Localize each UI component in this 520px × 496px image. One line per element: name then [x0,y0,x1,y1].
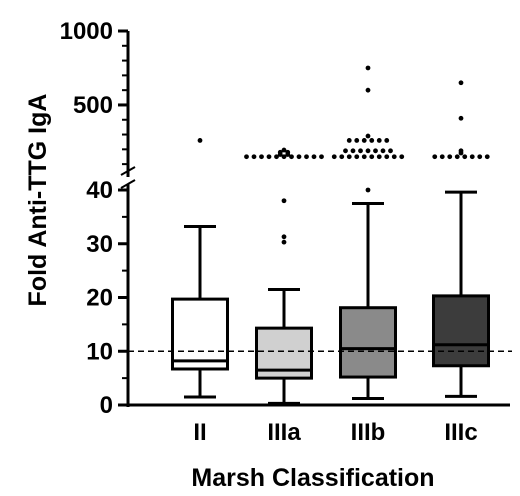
outlier-point [319,154,324,160]
outlier-point [311,154,317,160]
outlier-point [350,148,356,154]
outlier-point [365,187,371,193]
outlier-point [365,148,371,154]
box-iiia [255,287,313,405]
outliers-layer [197,65,490,245]
outlier-point [384,154,390,160]
outlier-point [346,138,352,143]
iqr-box [432,294,490,368]
y-tick-label: 40 [86,177,113,204]
box-ii [171,225,229,399]
outlier-point [365,133,371,139]
outlier-point [369,138,375,143]
outlier-point [384,138,390,143]
outlier-point [281,239,287,245]
outlier-point [391,154,397,160]
outlier-point [289,154,294,160]
outlier-point [304,154,309,160]
outlier-point [432,154,438,160]
box-iiic [432,190,490,398]
outlier-point [399,154,405,160]
outlier-point [458,80,464,86]
outlier-point [339,154,345,160]
outlier-point [365,65,371,71]
outlier-point [281,198,287,204]
outlier-point [266,154,272,160]
outlier-point [197,138,203,143]
y-tick-label: 20 [86,285,113,312]
axes-layer [118,29,510,407]
iqr-box [171,297,229,371]
outlier-point [484,154,490,160]
outlier-point [343,148,348,154]
boxes-layer [171,190,490,405]
outlier-point [462,154,468,160]
outlier-point [277,149,283,155]
outlier-point [388,148,393,154]
outlier-point [376,138,382,143]
y-tick-label: 10 [86,338,113,365]
outlier-point [281,154,287,160]
outlier-point [281,147,287,153]
outlier-point [469,154,475,160]
x-tick-label-iiib: IIIb [351,419,386,446]
iqr-box [339,306,397,379]
outlier-point [447,154,453,160]
outlier-point [354,138,360,143]
y-tick-label: 30 [86,231,113,258]
outlier-point [365,87,371,93]
y-axis-title: Fold Anti-TTG IgA [24,94,52,307]
y-tick-label: 500 [73,92,113,119]
outlier-point [369,154,375,160]
outlier-point [354,154,360,160]
axis-break-mark [120,179,136,189]
outlier-point [244,154,249,160]
outlier-point [346,154,352,160]
outlier-point [439,154,445,160]
outlier-point [274,154,279,160]
x-tick-label-iiic: IIIc [444,419,477,446]
outlier-point [251,154,257,160]
outlier-point [281,234,287,240]
y-tick-label: 1000 [60,18,113,45]
x-axis-title: Marsh Classification [191,464,434,492]
box-iiib [339,201,397,401]
outlier-point [477,154,483,160]
x-tick-label-iiia: IIIa [267,419,301,446]
x-tick-label-ii: II [193,419,206,446]
outlier-point [285,149,291,155]
outlier-point [361,154,367,160]
outlier-point [458,115,464,121]
labels-layer: 0 10 20 30 40 500 1000 II IIIa IIIb IIIc [60,18,478,446]
outlier-point [458,148,464,154]
outlier-point [376,154,382,160]
y-tick-label: 0 [100,392,113,419]
outlier-point [373,148,378,154]
outlier-point [380,148,386,154]
outlier-point [454,154,460,160]
outlier-point [361,138,367,143]
outlier-point [331,154,337,160]
outlier-point [259,154,264,160]
outlier-point [358,148,363,154]
outlier-point [296,154,302,160]
axis-break-mark [120,166,136,176]
